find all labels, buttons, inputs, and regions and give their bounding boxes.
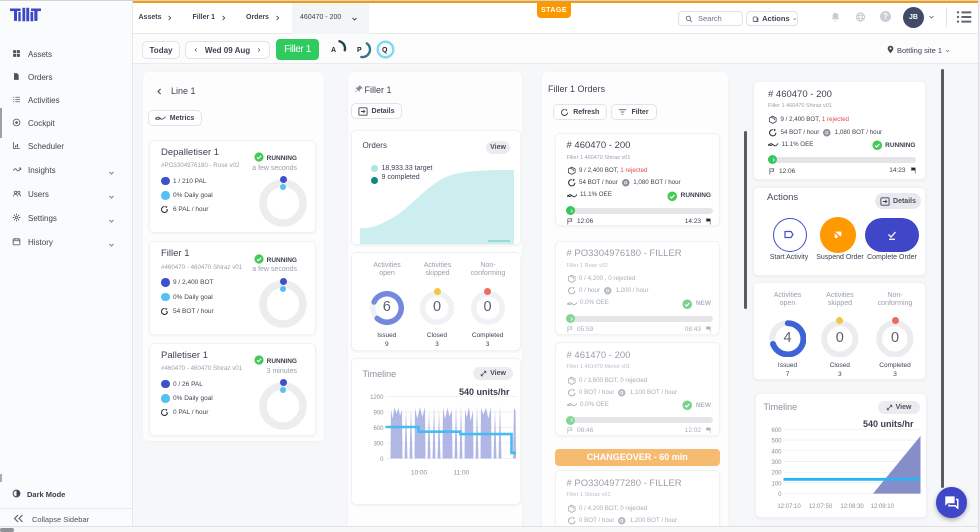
svg-text:400: 400 xyxy=(771,449,782,455)
svg-text:10:00: 10:00 xyxy=(410,469,427,476)
svg-text:500: 500 xyxy=(771,439,782,445)
svg-text:200: 200 xyxy=(771,471,782,477)
svg-text:100: 100 xyxy=(771,481,782,487)
svg-text:300: 300 xyxy=(373,441,384,447)
svg-text:0: 0 xyxy=(778,492,782,498)
svg-text:600: 600 xyxy=(771,428,782,434)
svg-text:0: 0 xyxy=(380,457,384,463)
svg-text:12:07:50: 12:07:50 xyxy=(808,504,832,510)
svg-text:1200: 1200 xyxy=(370,395,384,401)
svg-text:900: 900 xyxy=(373,410,384,416)
svg-text:12:08:30: 12:08:30 xyxy=(840,504,864,510)
svg-text:300: 300 xyxy=(771,460,782,466)
svg-text:600: 600 xyxy=(373,426,384,432)
svg-text:12:07:10: 12:07:10 xyxy=(777,504,801,510)
svg-text:11:00: 11:00 xyxy=(453,469,469,476)
svg-text:12:09:10: 12:09:10 xyxy=(870,504,894,510)
